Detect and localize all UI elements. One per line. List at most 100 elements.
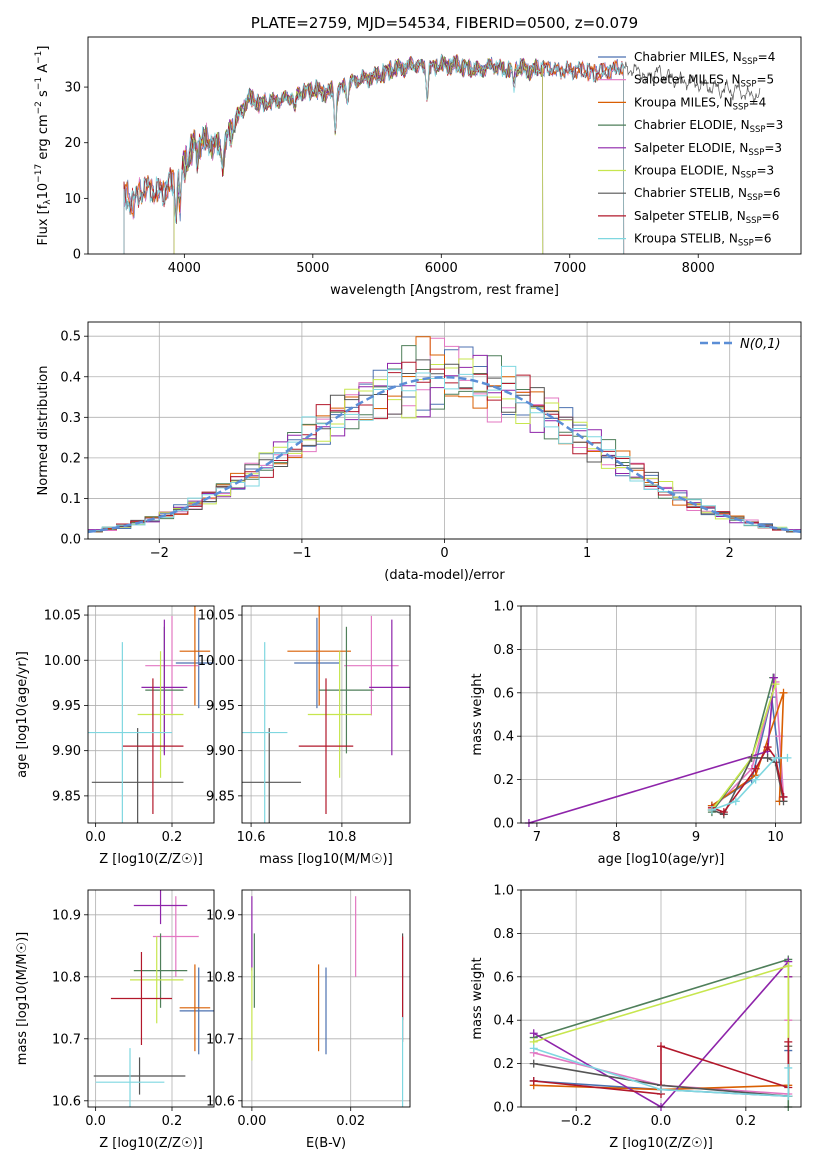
y-tick-label: 10.6 bbox=[52, 1094, 81, 1109]
mass-weight-marker bbox=[783, 753, 792, 762]
chart-title: PLATE=2759, MJD=54534, FIBERID=0500, z=0… bbox=[251, 14, 638, 32]
x-tick-label: 7000 bbox=[553, 261, 586, 276]
y-tick-label: 10.7 bbox=[206, 1032, 235, 1047]
x-axis-label: Z [log10(Z/Z☉)] bbox=[609, 1136, 713, 1151]
x-tick-label: −2 bbox=[150, 546, 169, 561]
mass-weight-marker bbox=[769, 673, 778, 682]
x-tick-label: 4000 bbox=[168, 261, 201, 276]
y-tick-label: 0.2 bbox=[493, 773, 514, 788]
mass-weight-marker bbox=[771, 753, 780, 762]
x-axis-label: Z [log10(Z/Z☉)] bbox=[99, 1136, 203, 1151]
legend-entry: Chabrier MILES, NSSP=4 bbox=[634, 50, 775, 67]
age-vs-mass-panel: 10.6 10.8 9.85 9.90 9.95 10.00 10.05 mass [log1… bbox=[198, 605, 411, 867]
y-tick-label: 10.7 bbox=[52, 1032, 81, 1047]
mass-weight-marker bbox=[529, 1076, 538, 1085]
y-tick-label: 10.05 bbox=[44, 609, 81, 624]
y-tick-label: 10.8 bbox=[206, 970, 235, 985]
y-tick-label: 9.90 bbox=[52, 744, 81, 759]
axes-frame bbox=[241, 889, 411, 1108]
y-tick-label: 0.2 bbox=[493, 1057, 514, 1072]
x-tick-label: 0 bbox=[440, 546, 448, 561]
y-tick-label: 1.0 bbox=[493, 600, 514, 615]
legend-entry: Chabrier STELIB, NSSP=6 bbox=[634, 186, 781, 203]
mass-weight-marker bbox=[779, 688, 788, 697]
y-tick-label: 30 bbox=[64, 81, 81, 96]
spectrum-series-line bbox=[123, 54, 625, 254]
mass-weight-marker bbox=[763, 743, 772, 752]
y-tick-label: 0.2 bbox=[60, 451, 81, 466]
y-axis-label: mass weight bbox=[470, 673, 485, 755]
legend-entry: Kroupa MILES, NSSP=4 bbox=[634, 95, 766, 112]
y-axis-label: Normed distribution bbox=[36, 366, 51, 496]
mass-weight-marker bbox=[657, 1085, 665, 1094]
y-tick-label: 10 bbox=[64, 192, 81, 207]
mass-weight-marker bbox=[747, 753, 756, 762]
y-axis-label: Flux [fλ​10−17​ erg cm−2​ s−1​ A−1​] bbox=[34, 46, 53, 246]
x-tick-label: 10.8 bbox=[327, 830, 356, 845]
axes-frame bbox=[520, 605, 802, 824]
x-axis-label: E(B-V) bbox=[306, 1136, 346, 1151]
y-tick-label: 20 bbox=[64, 136, 81, 151]
mass-weight-marker bbox=[784, 1092, 793, 1101]
mass-weight-marker bbox=[751, 764, 760, 773]
y-tick-label: 0.0 bbox=[60, 533, 81, 548]
y-tick-label: 9.85 bbox=[52, 789, 81, 804]
spectrum-series-line bbox=[123, 54, 761, 254]
y-tick-label: 0.1 bbox=[60, 492, 81, 507]
mass-weight-marker bbox=[751, 775, 760, 784]
y-tick-label: 0.4 bbox=[493, 730, 514, 745]
x-tick-label: 0.00 bbox=[237, 1114, 266, 1129]
axes-frame bbox=[87, 36, 802, 255]
x-tick-label: 7 bbox=[533, 830, 541, 845]
y-tick-label: 0.0 bbox=[493, 1101, 514, 1116]
y-tick-label: 0.8 bbox=[493, 927, 514, 942]
y-tick-label: 1.0 bbox=[493, 884, 514, 899]
y-tick-label: 9.90 bbox=[206, 744, 235, 759]
mass-weight-marker bbox=[771, 680, 780, 689]
y-tick-label: 0.5 bbox=[60, 330, 81, 345]
histogram-series bbox=[88, 365, 801, 533]
x-tick-label: 0.0 bbox=[85, 1114, 106, 1129]
legend-entry: Salpeter ELODIE, NSSP=3 bbox=[634, 141, 782, 158]
mass-weight-marker bbox=[784, 961, 793, 970]
axes-frame bbox=[241, 605, 411, 824]
x-tick-label: 9 bbox=[692, 830, 700, 845]
legend-entry: Salpeter MILES, NSSP=5 bbox=[634, 73, 774, 90]
y-tick-label: 0.6 bbox=[493, 970, 514, 985]
x-axis-label: mass [log10(M/M☉)] bbox=[259, 852, 392, 867]
mass-weight-marker bbox=[529, 1029, 538, 1038]
mass-weight-marker bbox=[763, 753, 772, 762]
histogram-series bbox=[88, 361, 801, 534]
mass-weight-vs-age-panel: 7 8 9 10 0.0 0.2 0.4 0.6 0.8 1.0 age [log10(age/yr… bbox=[470, 600, 802, 867]
y-tick-label: 0.4 bbox=[493, 1014, 514, 1029]
mass-weight-series-line bbox=[711, 757, 785, 816]
spectrum-panel: 4000 5000 6000 7000 8000 0 10 20 30 PLATE=2759, M… bbox=[34, 14, 802, 298]
mass-weight-marker bbox=[657, 1042, 665, 1051]
mass-weight-series-line bbox=[711, 677, 774, 813]
mass-weight-marker bbox=[784, 1063, 793, 1072]
x-tick-label: 2 bbox=[726, 546, 734, 561]
x-tick-label: 5000 bbox=[296, 261, 329, 276]
residual-histogram-panel: −2 −1 0 1 2 0.0 0.1 0.2 0.3 0.4 0.5 (data-model)/er… bbox=[36, 321, 802, 583]
y-axis-label: mass [log10(M/M☉)] bbox=[15, 932, 30, 1065]
mass-weight-marker bbox=[731, 797, 740, 806]
axes-frame bbox=[87, 605, 215, 824]
y-tick-label: 10.9 bbox=[52, 908, 81, 923]
y-tick-label: 0.8 bbox=[493, 643, 514, 658]
x-tick-label: −0.2 bbox=[560, 1114, 592, 1129]
mass-weight-marker bbox=[779, 792, 788, 801]
y-tick-label: 10.6 bbox=[206, 1094, 235, 1109]
y-tick-label: 0.4 bbox=[60, 370, 81, 385]
legend-entry: Salpeter STELIB, NSSP=6 bbox=[634, 209, 779, 226]
y-tick-label: 0.3 bbox=[60, 411, 81, 426]
mass-weight-marker bbox=[719, 808, 728, 817]
axes-frame bbox=[87, 321, 802, 540]
mass-vs-extinction-panel: 0.00 0.02 10.6 10.7 10.8 10.9 E(B-V) bbox=[206, 889, 411, 1151]
y-tick-label: 0 bbox=[73, 248, 81, 263]
mass-weight-series-line bbox=[533, 1047, 790, 1098]
legend-entry: N(0,1) bbox=[740, 337, 781, 352]
x-tick-label: 10.6 bbox=[237, 830, 266, 845]
y-tick-label: 10.9 bbox=[206, 908, 235, 923]
mass-weight-vs-metallicity-panel: −0.2 0.0 0.2 0.0 0.2 0.4 0.6 0.8 1.0 Z [log10(Z/Z… bbox=[470, 884, 802, 1151]
axes-frame bbox=[87, 889, 215, 1108]
